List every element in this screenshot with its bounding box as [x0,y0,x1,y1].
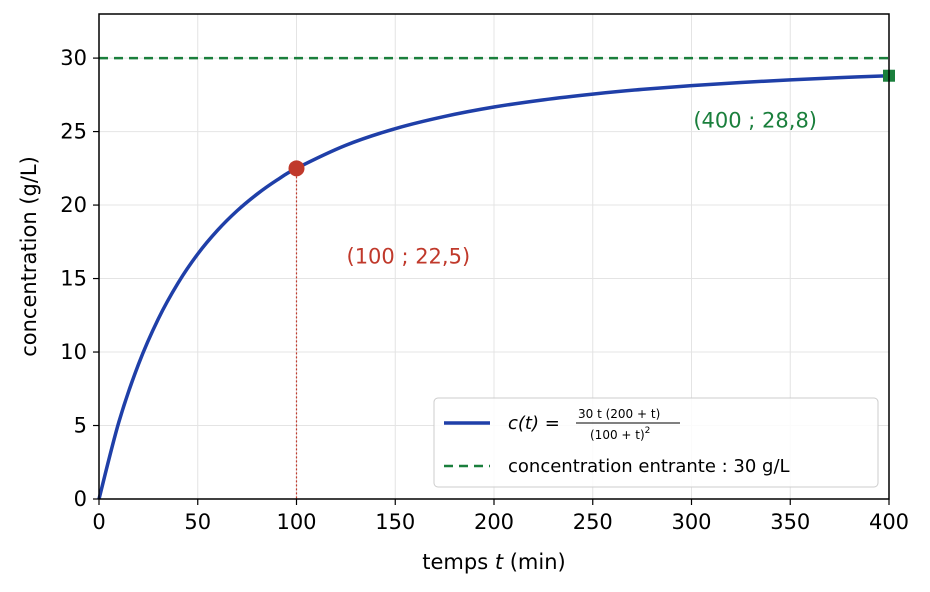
y-tick-label: 5 [74,414,87,438]
x-tick-label: 300 [671,510,711,534]
y-tick-label: 25 [60,120,87,144]
x-tick-label: 150 [375,510,415,534]
x-tick-label: 0 [92,510,105,534]
legend-box [433,397,879,488]
ticks-layer: 0 50 100 150 200 250 300 350 400 0 5 10 15 20 25 30 [60,46,909,534]
points-layer: (100 ; 22,5) (400 ; 28,8) [288,69,895,499]
x-tick-label: 100 [276,510,316,534]
x-tick-label: 200 [474,510,514,534]
x-tick-label: 350 [770,510,810,534]
y-tick-label: 30 [60,46,87,70]
legend-asymptote-label: concentration entrante : 30 g/L [508,456,790,477]
legend-curve-numerator: 30 t (200 + t) [578,407,660,421]
legend: c(t) = 30 t (200 + t) (100 + t)2 concent… [433,397,879,488]
concentration-curve [97,73,890,500]
y-tick-label: 0 [74,487,87,511]
x-tick-label: 400 [869,510,909,534]
point-marker-circle [288,160,305,177]
x-axis-label: temps t (min) [422,550,565,574]
legend-curve-lhs: c(t) = [508,413,560,434]
x-tick-label: 50 [184,510,211,534]
legend-curve-denominator: (100 + t)2 [590,426,650,442]
y-axis-label: concentration (g/L) [17,156,41,357]
point-annotation: (100 ; 22,5) [347,244,471,268]
y-tick-label: 20 [60,193,87,217]
curve-layer [97,73,890,500]
x-tick-label: 250 [573,510,613,534]
point-annotation: (400 ; 28,8) [693,109,817,133]
y-tick-label: 15 [60,267,87,291]
y-tick-label: 10 [60,340,87,364]
